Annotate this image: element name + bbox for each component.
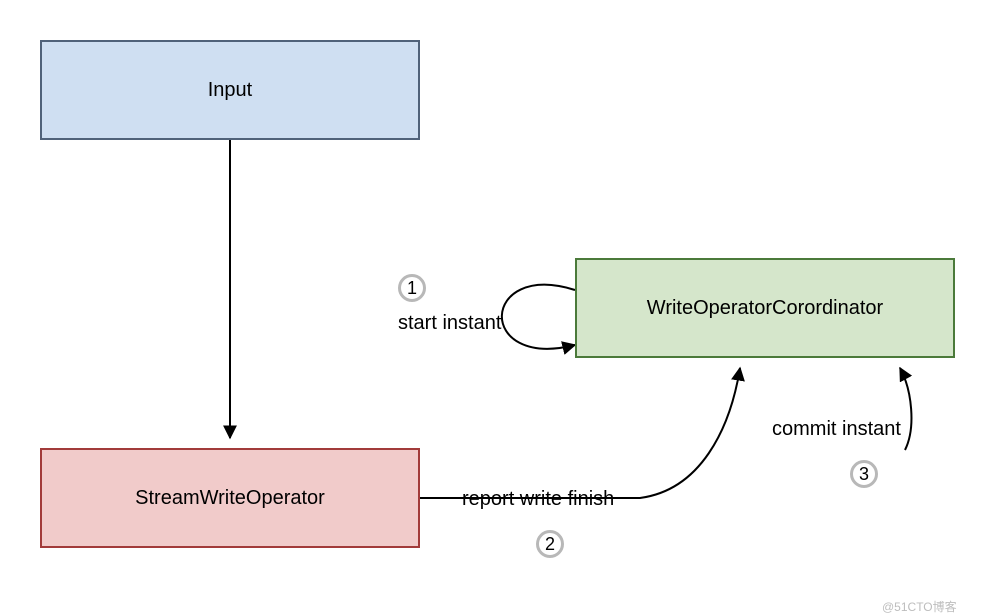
badge-2: 2 [536,530,564,558]
watermark: @51CTO博客 [882,598,957,614]
node-input: Input [40,40,420,140]
edge-start-instant-loop [502,285,575,349]
badge-2-text: 2 [545,534,555,555]
label-report-write-finish: report write finish [462,488,614,511]
node-input-label: Input [208,79,252,102]
edge-report-write-finish [420,368,740,498]
edge-commit-instant [900,368,911,450]
label-commit-instant: commit instant [772,418,901,441]
badge-1: 1 [398,274,426,302]
badge-1-text: 1 [407,278,417,299]
label-start-instant: start instant [398,312,501,335]
node-swo-label: StreamWriteOperator [135,487,325,510]
badge-3: 3 [850,460,878,488]
node-write-operator-coordinator: WriteOperatorCorordinator [575,258,955,358]
badge-3-text: 3 [859,464,869,485]
node-coord-label: WriteOperatorCorordinator [647,297,883,320]
node-stream-write-operator: StreamWriteOperator [40,448,420,548]
